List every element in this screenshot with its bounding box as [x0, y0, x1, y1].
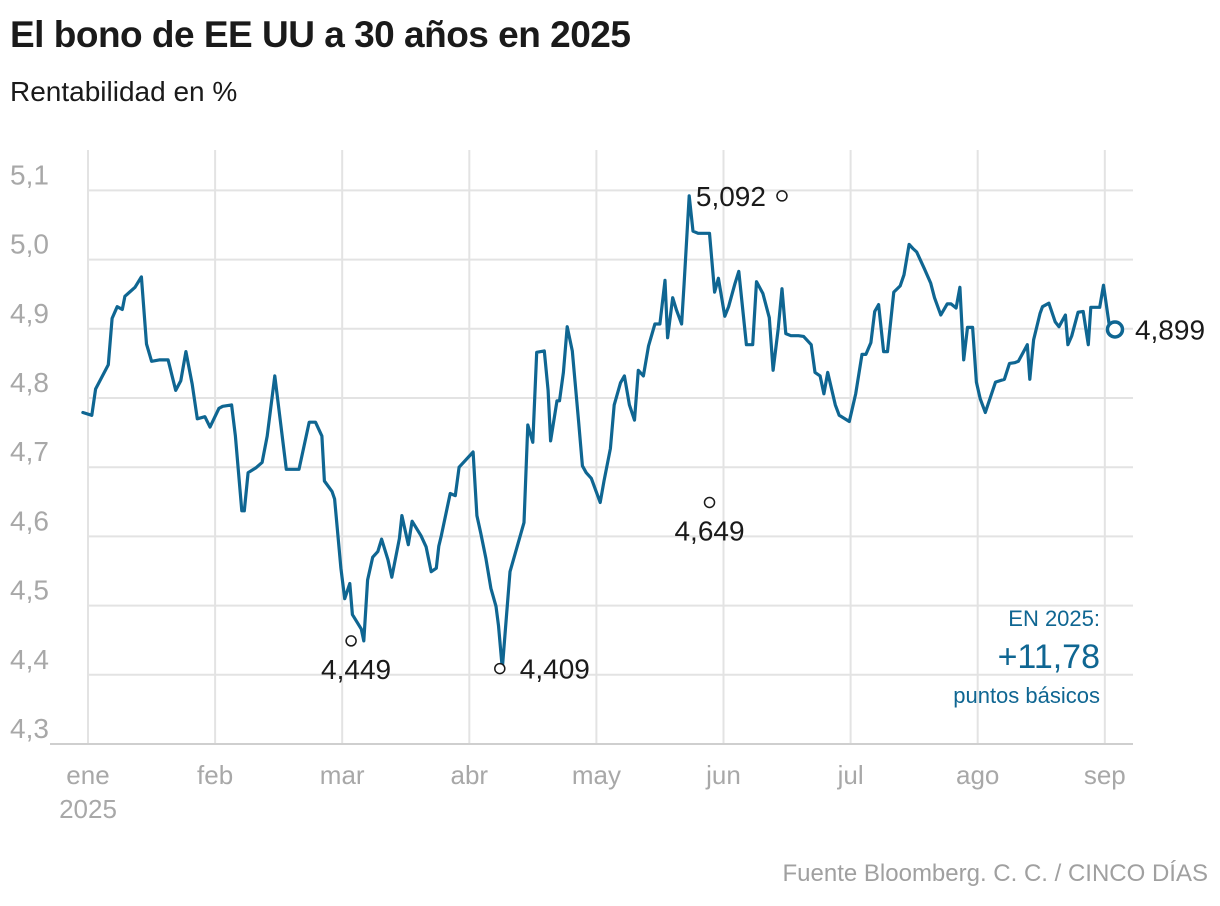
extreme-point-marker: [345, 635, 357, 647]
chart-title: El bono de EE UU a 30 años en 2025: [10, 14, 631, 55]
extreme-point-marker: [776, 190, 788, 202]
x-tick-label-mar: mar: [320, 760, 365, 790]
y-tick-label: 5,0: [10, 229, 49, 260]
extreme-point-marker: [703, 496, 716, 509]
y-tick-label: 4,5: [10, 575, 49, 606]
y-tick-label: 4,9: [10, 298, 49, 329]
y-tick-label: 4,8: [10, 367, 49, 398]
annotation-label: 5,092: [696, 181, 766, 212]
yield-series-line: [81, 194, 1112, 671]
y-tick-label: 4,6: [10, 505, 49, 536]
x-axis-tick-labels: ene feb mar abr may jun jul ago sep 2025: [59, 760, 1126, 824]
x-tick-label-may: may: [572, 760, 621, 790]
vertical-gridlines: [87, 150, 1106, 744]
chart-subtitle: Rentabilidad en %: [10, 76, 238, 107]
annotation-label: 4,899: [1135, 314, 1205, 345]
x-tick-label-feb: feb: [197, 760, 233, 790]
summary-value: +11,78: [998, 638, 1100, 676]
source-credit: Fuente Bloomberg. C. C. / CINCO DÍAS: [782, 860, 1208, 887]
endpoint-marker: [1105, 320, 1125, 339]
x-tick-year-label: 2025: [59, 794, 117, 824]
x-tick-label-jul: jul: [837, 760, 864, 790]
y-tick-label: 4,7: [10, 436, 49, 467]
point-annotations: 4,449 4,409 4,649 5,092 4,899: [321, 181, 1205, 685]
x-tick-label-abr: abr: [451, 760, 489, 790]
y-tick-label: 4,4: [10, 644, 49, 675]
summary-unit: puntos básicos: [953, 683, 1100, 708]
x-tick-label-sep: sep: [1084, 760, 1126, 790]
y-axis-tick-labels: 5,1 5,0 4,9 4,8 4,7 4,6 4,5 4,4 4,3: [10, 159, 49, 744]
annotation-label: 4,649: [674, 515, 744, 546]
summary-label: EN 2025:: [1008, 606, 1100, 631]
horizontal-gridlines: [50, 189, 1133, 745]
x-tick-label-ene: ene: [66, 760, 109, 790]
x-tick-label-jun: jun: [705, 760, 741, 790]
annotation-label: 4,409: [520, 654, 590, 685]
annotation-label: 4,449: [321, 654, 391, 685]
summary-box: EN 2025: +11,78 puntos básicos: [953, 606, 1100, 708]
y-tick-label: 4,3: [10, 713, 49, 744]
x-tick-label-ago: ago: [956, 760, 999, 790]
extreme-point-marker: [494, 662, 506, 675]
y-tick-label: 5,1: [10, 159, 49, 190]
